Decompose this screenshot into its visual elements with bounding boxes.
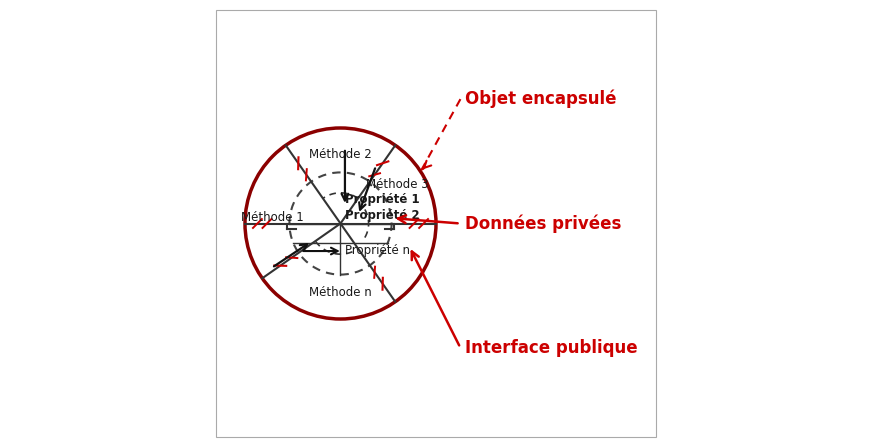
Text: Données privées: Données privées: [465, 214, 621, 233]
Text: Méthode n: Méthode n: [309, 286, 371, 299]
Text: Interface publique: Interface publique: [465, 339, 637, 357]
Text: Méthode 3: Méthode 3: [365, 177, 428, 190]
Text: Propriété n: Propriété n: [345, 244, 410, 257]
Text: Méthode 2: Méthode 2: [309, 148, 371, 161]
Text: ...: ...: [380, 244, 392, 257]
Text: Objet encapsulé: Objet encapsulé: [465, 90, 617, 108]
Text: Propriété 1: Propriété 1: [345, 193, 419, 206]
Text: Méthode 1: Méthode 1: [241, 211, 303, 224]
Text: Propriété 2: Propriété 2: [345, 209, 419, 222]
